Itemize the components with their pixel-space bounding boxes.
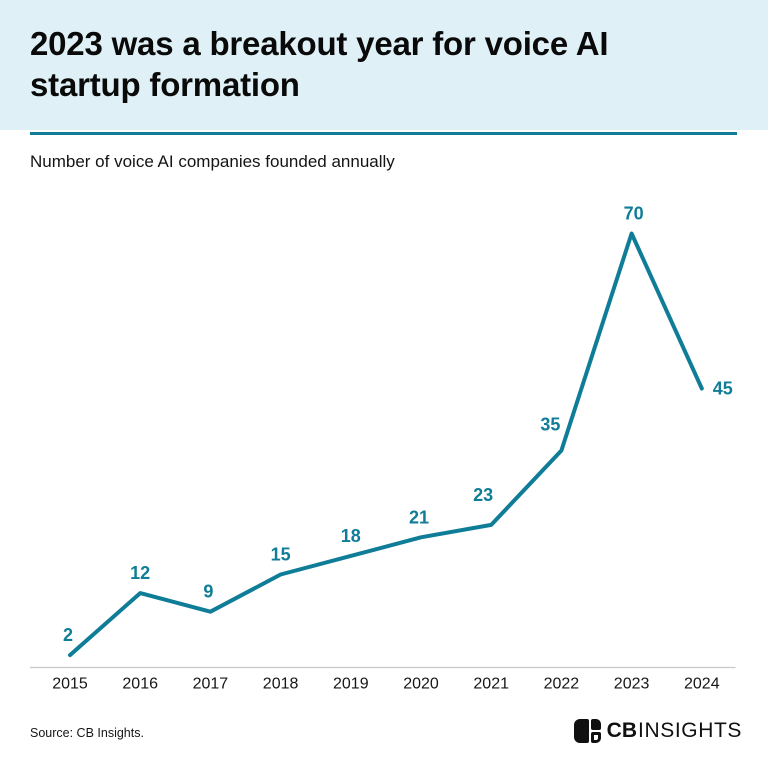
- logo-text-insights: INSIGHTS: [638, 719, 742, 742]
- header-divider-rule: [30, 132, 737, 135]
- x-tick-2019: 2019: [333, 676, 369, 693]
- x-tick-2018: 2018: [263, 676, 299, 693]
- x-tick-2015: 2015: [52, 676, 88, 693]
- cbinsights-logo-icon: [573, 719, 601, 743]
- x-tick-2017: 2017: [193, 676, 229, 693]
- value-label-2020: 21: [409, 507, 429, 527]
- chart-subtitle: Number of voice AI companies founded ann…: [30, 152, 395, 171]
- value-label-2016: 12: [130, 563, 150, 583]
- cbinsights-logo: CB INSIGHTS: [573, 719, 742, 743]
- source-note: Source: CB Insights.: [30, 726, 144, 740]
- data-line: [68, 231, 704, 658]
- value-label-2015: 2: [63, 625, 73, 645]
- logo-block-left: [573, 719, 589, 743]
- logo-block-top-right: [590, 719, 601, 730]
- value-label-2021: 23: [473, 485, 493, 505]
- value-label-2017: 9: [203, 582, 213, 602]
- x-tick-2021: 2021: [473, 676, 509, 693]
- x-tick-2022: 2022: [544, 676, 580, 693]
- value-label-2023: 70: [624, 204, 644, 224]
- logo-text-cb: CB: [606, 719, 638, 742]
- x-tick-2016: 2016: [122, 676, 158, 693]
- value-label-2022: 35: [540, 415, 560, 435]
- value-label-2024: 45: [713, 379, 733, 399]
- logo-block-bottom-right: [590, 732, 601, 743]
- x-tick-2020: 2020: [403, 676, 439, 693]
- value-label-2018: 15: [271, 545, 291, 565]
- x-tick-2023: 2023: [614, 676, 650, 693]
- x-tick-2024: 2024: [684, 676, 720, 693]
- header-band: [0, 0, 768, 130]
- value-label-2019: 18: [341, 526, 361, 546]
- chart-title: 2023 was a breakout year for voice AI st…: [30, 25, 609, 103]
